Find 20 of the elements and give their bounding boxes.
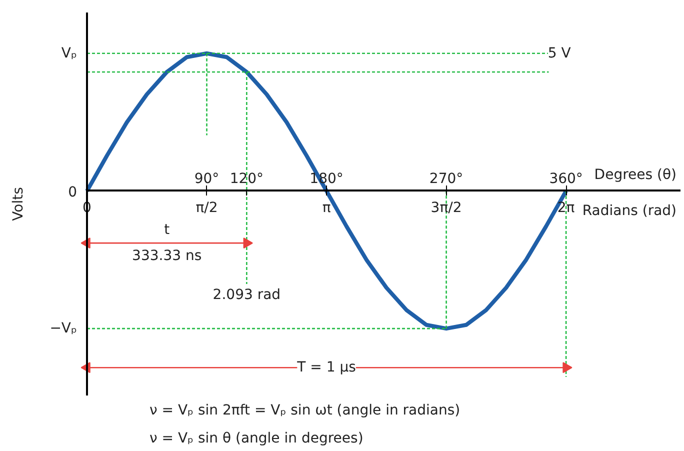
annotation: t 333.33 ns	[132, 222, 202, 264]
annotation: Vₚ	[61, 45, 78, 62]
annotation: 5 V	[548, 45, 572, 62]
annotation: 0	[68, 184, 78, 200]
y-axis-title: Volts	[10, 187, 26, 221]
annotation: T = 1 μs	[296, 360, 356, 376]
x2-axis-title: Radians (rad)	[582, 202, 677, 219]
x-tick-label: 360°	[549, 170, 583, 187]
text: ν = Vₚ sin θ (angle in degrees)	[150, 430, 364, 446]
annotation: −Vₚ	[50, 320, 78, 337]
x2-tick-label: π/2	[196, 200, 218, 216]
x-tick-label: 270°	[429, 170, 464, 187]
annotation: 2.093 rad	[212, 286, 281, 303]
x2-tick-label: 3π/2	[430, 200, 462, 216]
x2-tick-label: π	[322, 200, 332, 216]
text: ν = Vₚ sin 2πft = Vₚ sin ωt (angle in radians)	[150, 402, 460, 418]
x-tick-label: 120°	[230, 170, 264, 187]
x-axis-title: Degrees (θ)	[594, 166, 677, 183]
x2-tick-label: 2π	[557, 200, 576, 216]
x-tick-label: 90°	[194, 170, 220, 187]
